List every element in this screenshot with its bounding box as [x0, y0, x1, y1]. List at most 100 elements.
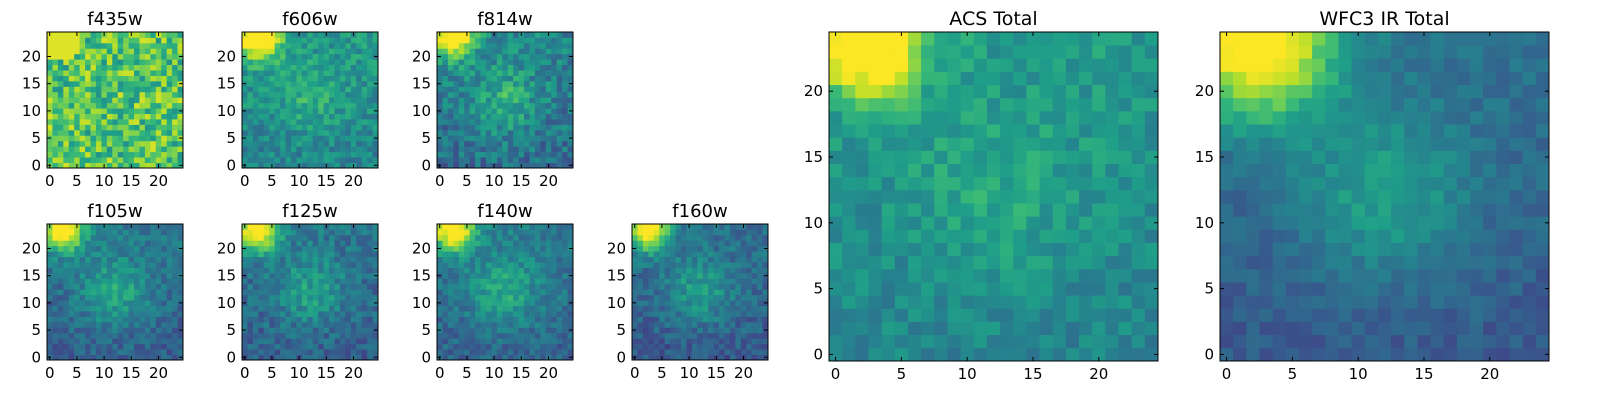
- heatmap-cell: [632, 321, 638, 328]
- y-tick-label: 5: [31, 321, 41, 339]
- heatmap-cell: [112, 289, 119, 296]
- heatmap-cell: [556, 32, 563, 38]
- heatmap-cell: [480, 119, 487, 125]
- heatmap-cell: [361, 234, 368, 241]
- heatmap-cell: [290, 289, 297, 296]
- heatmap-cell: [139, 75, 146, 82]
- heatmap-cell: [1092, 268, 1106, 283]
- x-tick-label: 0: [435, 364, 445, 382]
- heatmap-cell: [642, 300, 649, 306]
- heatmap-cell: [642, 229, 649, 236]
- heatmap-cell: [280, 245, 286, 252]
- heatmap-cell: [702, 354, 709, 361]
- heatmap-cell: [632, 251, 638, 258]
- heatmap-cell: [263, 157, 270, 163]
- heatmap-cell: [52, 70, 59, 76]
- heatmap-cell: [117, 327, 124, 334]
- heatmap-cell: [545, 140, 552, 147]
- heatmap-cell: [496, 256, 503, 263]
- heatmap-cell: [329, 278, 335, 285]
- heatmap-cell: [139, 354, 146, 361]
- heatmap-cell: [323, 64, 330, 71]
- heatmap-cell: [648, 267, 655, 274]
- heatmap-cell: [74, 349, 81, 355]
- heatmap-cell: [921, 295, 935, 309]
- heatmap-cell: [469, 332, 476, 339]
- heatmap-cell: [361, 80, 368, 87]
- heatmap-cell: [68, 113, 75, 120]
- heatmap-cell: [670, 240, 676, 247]
- heatmap-cell: [134, 157, 140, 163]
- heatmap-cell: [85, 32, 91, 38]
- heatmap-cell: [123, 48, 129, 55]
- heatmap-cell: [367, 245, 373, 252]
- heatmap-cell: [334, 151, 341, 158]
- heatmap-cell: [155, 332, 162, 339]
- heatmap-cell: [464, 240, 471, 247]
- heatmap-cell: [637, 332, 644, 339]
- heatmap-cell: [90, 267, 97, 274]
- heatmap-cell: [1000, 255, 1014, 270]
- heatmap-cell: [112, 59, 119, 66]
- heatmap-cell: [855, 229, 869, 243]
- heatmap-cell: [139, 108, 146, 114]
- heatmap-cell: [740, 300, 747, 306]
- heatmap-cell: [708, 262, 714, 268]
- heatmap-cell: [632, 294, 638, 301]
- heatmap-cell: [263, 53, 270, 60]
- heatmap-cell: [339, 48, 346, 55]
- heatmap-cell: [372, 124, 379, 131]
- x-tick-label: 0: [45, 172, 55, 190]
- heatmap-cell: [529, 59, 536, 66]
- heatmap-cell: [664, 256, 671, 263]
- heatmap-cell: [632, 267, 638, 274]
- heatmap-cell: [177, 48, 184, 55]
- heatmap-cell: [713, 289, 720, 296]
- heatmap-cell: [95, 80, 102, 87]
- heatmap-cell: [480, 338, 487, 345]
- x-tick-label: 20: [149, 172, 168, 190]
- heatmap-cell: [52, 119, 59, 125]
- heatmap-cell: [345, 157, 352, 163]
- heatmap-cell: [1131, 282, 1146, 296]
- x-tick-label: 15: [512, 364, 531, 382]
- heatmap-cell: [318, 283, 324, 290]
- heatmap-cell: [134, 124, 140, 131]
- heatmap-cell: [323, 140, 330, 147]
- heatmap-cell: [485, 157, 492, 163]
- heatmap-cell: [372, 283, 379, 290]
- heatmap-cell: [868, 242, 883, 257]
- heatmap-cell: [307, 283, 314, 290]
- heatmap-cell: [90, 129, 97, 136]
- heatmap-cell: [567, 113, 574, 120]
- heatmap-cell: [1092, 189, 1106, 204]
- heatmap-cell: [312, 86, 319, 93]
- heatmap-cell: [475, 251, 481, 258]
- x-tick-label: 10: [680, 364, 699, 382]
- heatmap-cell: [842, 189, 856, 204]
- heatmap-cell: [307, 108, 314, 114]
- heatmap-cell: [637, 272, 644, 279]
- heatmap-cell: [356, 251, 363, 258]
- heatmap-cell: [751, 338, 758, 345]
- heatmap-cell: [367, 53, 373, 60]
- heatmap-cell: [323, 349, 330, 355]
- heatmap-cell: [475, 311, 481, 317]
- heatmap-cell: [166, 256, 173, 263]
- heatmap-cell: [1000, 203, 1014, 217]
- heatmap-cell: [447, 80, 454, 87]
- heatmap-cell: [372, 37, 379, 44]
- heatmap-cell: [274, 80, 281, 87]
- heatmap-cell: [117, 234, 124, 241]
- heatmap-cell: [161, 251, 168, 258]
- heatmap-cell: [318, 140, 324, 147]
- heatmap-cell: [447, 321, 454, 328]
- heatmap-cell: [642, 224, 649, 230]
- heatmap-cell: [112, 108, 119, 114]
- heatmap-cell: [702, 338, 709, 345]
- heatmap-cell: [339, 151, 346, 158]
- heatmap-cell: [502, 113, 509, 120]
- heatmap-cell: [134, 80, 140, 87]
- heatmap-cell: [280, 332, 286, 339]
- heatmap-cell: [334, 321, 341, 328]
